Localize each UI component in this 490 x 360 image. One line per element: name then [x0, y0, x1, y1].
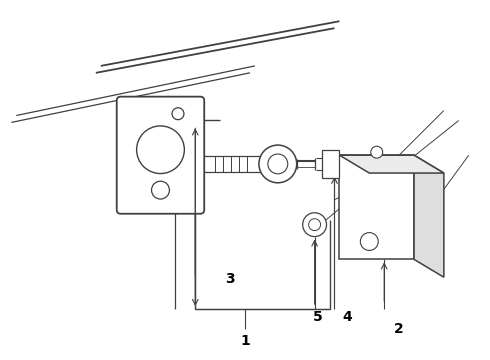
Circle shape — [360, 233, 378, 251]
Bar — [321, 150, 340, 178]
Text: 3: 3 — [225, 272, 235, 286]
Polygon shape — [340, 155, 444, 173]
Text: 5: 5 — [313, 310, 322, 324]
Circle shape — [268, 154, 288, 174]
Circle shape — [172, 108, 184, 120]
Text: 1: 1 — [240, 334, 250, 348]
Circle shape — [303, 213, 326, 237]
Circle shape — [137, 126, 184, 174]
Circle shape — [371, 146, 383, 158]
Text: 2: 2 — [394, 322, 404, 336]
Circle shape — [259, 145, 297, 183]
Bar — [340, 155, 414, 260]
Text: 4: 4 — [343, 310, 352, 324]
Circle shape — [151, 181, 170, 199]
FancyBboxPatch shape — [117, 96, 204, 214]
Circle shape — [309, 219, 320, 231]
Polygon shape — [414, 155, 444, 277]
